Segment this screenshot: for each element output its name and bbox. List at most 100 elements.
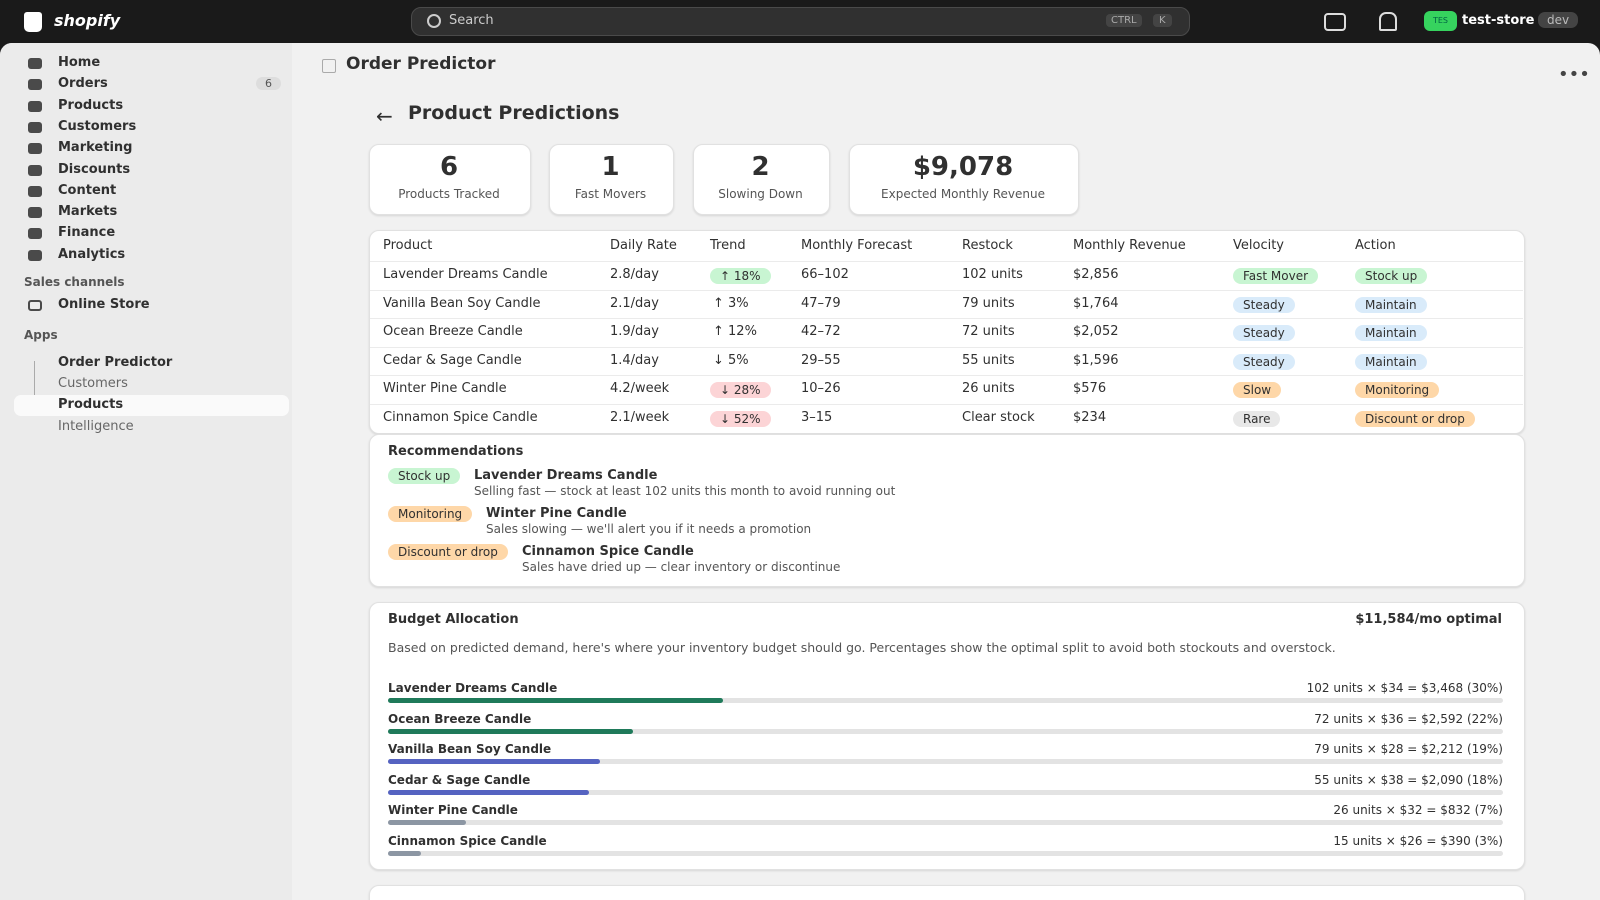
stat-label: Expected Monthly Revenue	[881, 187, 1045, 201]
forecast-cell: 66–102	[801, 267, 849, 282]
tree-line	[34, 361, 36, 405]
restock-cell: 26 units	[962, 381, 1015, 396]
bell-icon[interactable]	[1379, 12, 1397, 31]
nav-icon	[28, 143, 42, 155]
product-cell: Lavender Dreams Candle	[383, 267, 548, 282]
nav-item[interactable]: Content	[58, 182, 117, 198]
rec-product: Cinnamon Spice Candle	[522, 544, 694, 559]
nav-item[interactable]: Marketing	[58, 140, 133, 156]
budget-product: Ocean Breeze Candle	[388, 711, 532, 726]
row-divider	[370, 403, 1523, 405]
daily_rate-cell: 2.8/day	[610, 267, 659, 282]
revenue-cell: $2,856	[1073, 267, 1119, 282]
column-header: Trend	[710, 238, 746, 253]
search-box[interactable]	[411, 7, 1190, 36]
row-divider	[370, 261, 1523, 262]
search-placeholder[interactable]: Search	[449, 13, 494, 28]
nav-item[interactable]: Discounts	[58, 161, 131, 177]
budget-detail: 102 units × $34 = $3,468 (30%)	[1306, 681, 1503, 695]
trend-badge: ↓ 28%	[710, 382, 771, 398]
budget-bar	[388, 728, 634, 734]
nav-icon	[28, 249, 42, 261]
product-cell: Winter Pine Candle	[383, 381, 507, 396]
budget-product: Vanilla Bean Soy Candle	[388, 742, 552, 756]
store-avatar: TES	[1424, 11, 1457, 31]
nav-item[interactable]: Markets	[58, 204, 118, 220]
action-badge: Monitoring	[1355, 382, 1440, 398]
budget-card	[369, 602, 1525, 870]
budget-track	[388, 850, 1503, 856]
nav-icon	[28, 79, 42, 91]
forecast-cell: 10–26	[801, 381, 841, 396]
row-divider	[370, 289, 1523, 291]
subnav-item[interactable]: Products	[58, 397, 124, 413]
revenue-cell: $576	[1073, 381, 1107, 396]
nav-item[interactable]: Customers	[58, 118, 137, 134]
velocity-badge: Steady	[1233, 296, 1295, 313]
action-badge: Maintain	[1355, 353, 1427, 370]
back-arrow[interactable]: ←	[376, 104, 393, 128]
nav-item[interactable]: Finance	[58, 225, 116, 241]
nav-item[interactable]: Home	[58, 55, 101, 70]
more-menu[interactable]: •••	[1558, 64, 1590, 85]
daily_rate-cell: 2.1/week	[610, 409, 670, 425]
budget-total: $11,584/mo optimal	[1355, 612, 1502, 627]
section-label[interactable]: Apps	[24, 328, 58, 342]
row-divider	[370, 346, 1523, 348]
column-header: Monthly Revenue	[1073, 238, 1186, 253]
nav-icon	[28, 185, 42, 197]
column-header: Action	[1355, 238, 1396, 253]
budget-product: Cedar & Sage Candle	[388, 772, 531, 787]
product-cell: Cedar & Sage Candle	[383, 352, 522, 368]
section-label[interactable]: Sales channels	[24, 275, 125, 289]
nav-icon	[28, 121, 42, 133]
rec-tag: Discount or drop	[388, 544, 508, 560]
store-name[interactable]: test-store	[1462, 13, 1535, 28]
subnav-highlight	[14, 395, 289, 416]
stat-value: 1	[601, 152, 620, 182]
nav-badge: 6	[256, 77, 281, 91]
stat-value: 2	[751, 152, 770, 182]
subnav-item[interactable]: Customers	[58, 376, 128, 391]
nav-item[interactable]: Online Store	[58, 297, 150, 312]
nav-item[interactable]: Analytics	[58, 246, 126, 262]
velocity-badge: Steady	[1233, 353, 1295, 370]
rec-note: Selling fast — stock at least 102 units …	[474, 484, 896, 498]
subnav-item[interactable]: Intelligence	[58, 418, 134, 434]
stat-value: 6	[439, 152, 459, 182]
shortcut-key: K	[1153, 14, 1172, 27]
stat-card	[849, 144, 1079, 215]
app-title: Order Predictor	[346, 54, 496, 74]
stat-card	[693, 144, 830, 215]
velocity-badge: Fast Mover	[1233, 268, 1319, 284]
nav-icon	[28, 164, 42, 176]
sidebar	[0, 43, 292, 900]
revenue-cell: $1,596	[1073, 352, 1119, 368]
budget-product: Winter Pine Candle	[388, 803, 518, 817]
revenue-cell: $1,764	[1073, 295, 1119, 311]
brand-logo	[24, 12, 42, 32]
velocity-badge: Slow	[1233, 382, 1282, 398]
stat-card	[369, 144, 531, 215]
restock-cell: 102 units	[962, 267, 1023, 282]
budget-track	[388, 728, 1503, 734]
forecast-cell: 47–79	[801, 295, 841, 311]
nav-item[interactable]: Order Predictor	[58, 355, 173, 370]
budget-track	[388, 820, 1503, 825]
product-cell: Ocean Breeze Candle	[383, 324, 523, 339]
brand-name: shopify	[54, 11, 121, 30]
shortcut-key: CTRL	[1106, 14, 1142, 27]
action-badge: Maintain	[1355, 296, 1427, 313]
nav-item[interactable]: Products	[58, 97, 124, 113]
budget-track	[388, 698, 1503, 703]
chat-icon[interactable]	[1324, 13, 1346, 31]
nav-item[interactable]: Orders	[58, 76, 108, 92]
daily_rate-cell: 4.2/week	[610, 381, 670, 396]
budget-detail: 15 units × $26 = $390 (3%)	[1333, 833, 1503, 848]
trend-cell: ↑ 12%	[713, 324, 757, 339]
action-badge: Discount or drop	[1355, 410, 1475, 427]
product-cell: Vanilla Bean Soy Candle	[383, 295, 541, 311]
budget-bar	[388, 698, 723, 703]
restock-cell: 72 units	[962, 324, 1015, 339]
budget-product: Lavender Dreams Candle	[388, 681, 558, 695]
